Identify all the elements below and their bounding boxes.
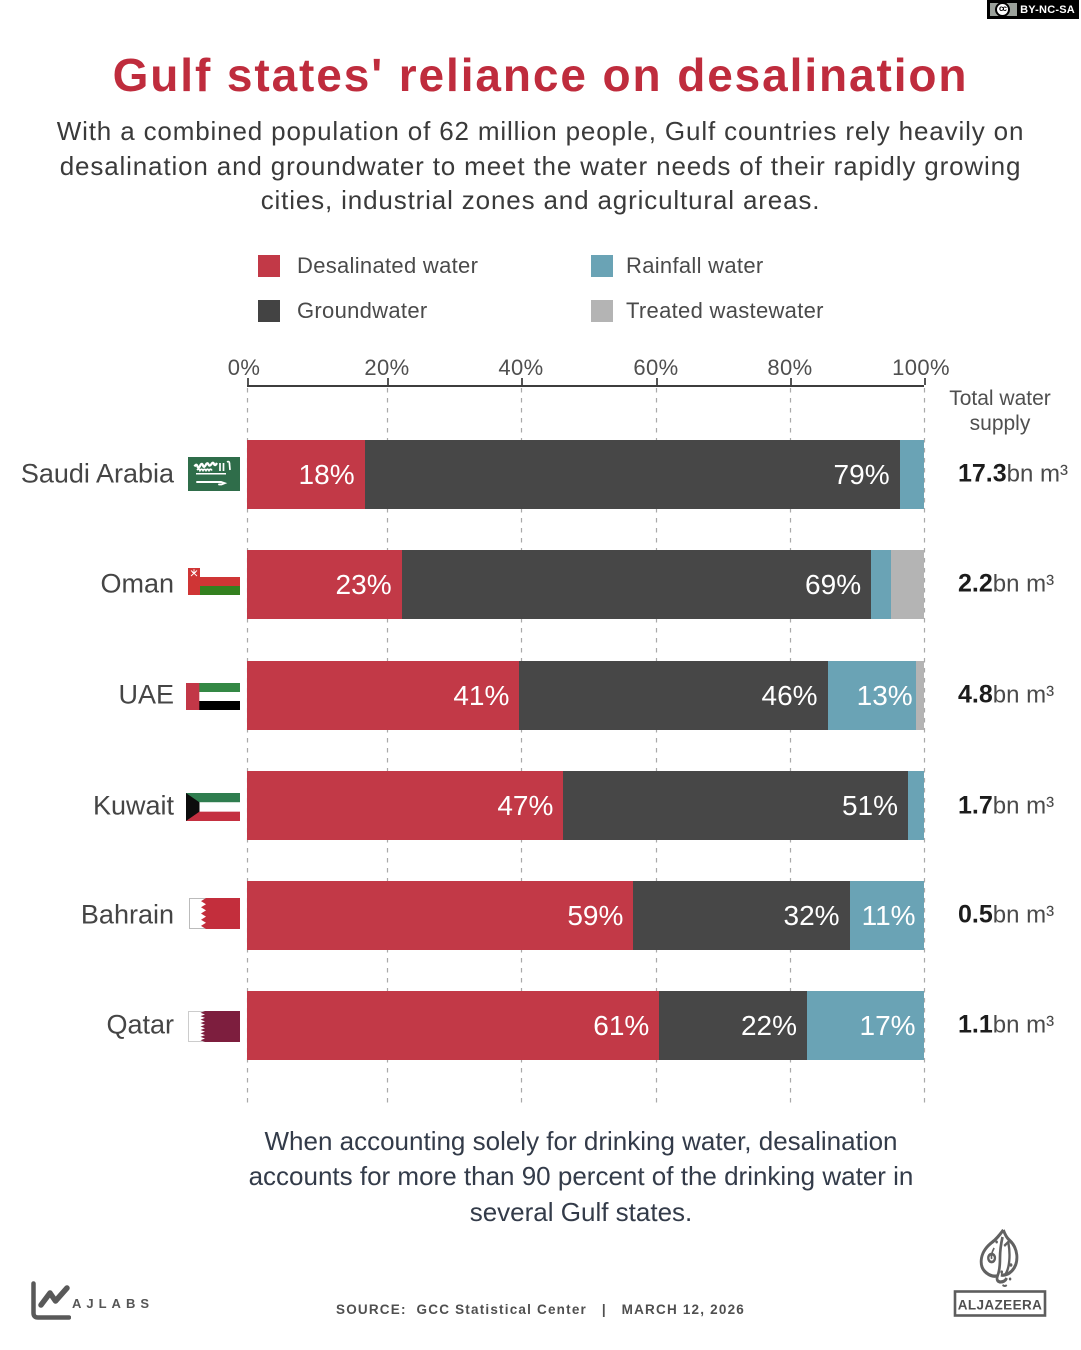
svg-text:ALJAZEERA: ALJAZEERA [958,1298,1043,1313]
